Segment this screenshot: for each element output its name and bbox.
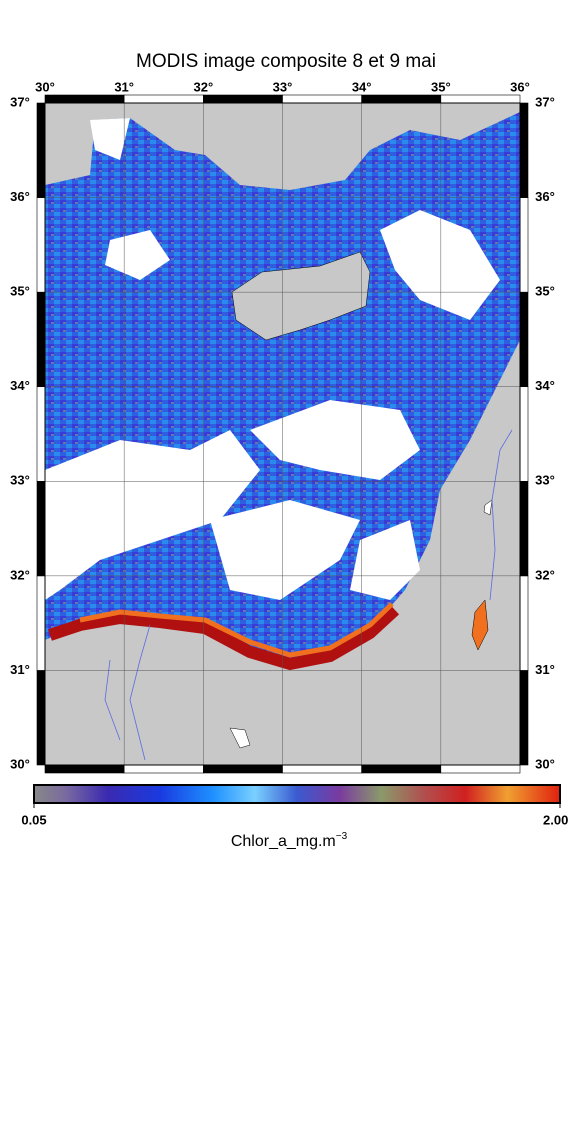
frame-segment <box>282 94 362 104</box>
lake <box>471 599 489 651</box>
lat-tick-label: 33° <box>10 473 30 488</box>
colorbar-label-superscript: −3 <box>336 831 348 842</box>
lat-tick-label: 33° <box>535 473 555 488</box>
lat-tick-label: 35° <box>535 284 555 299</box>
frame-segment <box>519 575 529 671</box>
frame-segment <box>36 102 46 198</box>
frame-segment <box>282 764 362 774</box>
frame-segment <box>519 102 529 198</box>
lat-tick-label: 31° <box>535 662 555 677</box>
lon-tick-label: 36° <box>510 79 530 94</box>
frame-segment <box>361 764 442 774</box>
colorbar-tick-label: 0.05 <box>21 812 46 827</box>
frame-segment <box>440 764 521 774</box>
frame-segment <box>44 94 125 104</box>
lon-tick-label: 31° <box>114 79 134 94</box>
cyprus <box>231 251 371 341</box>
colorbar-tick-label: 2.00 <box>543 812 568 827</box>
frame-segment <box>519 197 529 293</box>
coastal-bloom <box>48 605 400 671</box>
frame-segment <box>36 386 46 482</box>
lat-tick-label: 37° <box>535 94 555 109</box>
frame-segment <box>203 764 283 774</box>
lake <box>229 727 251 749</box>
frame-segment <box>519 291 529 388</box>
colorbar <box>33 784 561 804</box>
lon-tick-label: 33° <box>273 79 293 94</box>
frame-segment <box>123 94 204 104</box>
frame-segment <box>36 197 46 293</box>
frame-segment <box>36 291 46 388</box>
jordan-river <box>489 429 513 601</box>
colorbar-label: Chlor_a_mg.m−3 <box>231 831 348 851</box>
frame-segment <box>440 94 521 104</box>
lat-tick-label: 30° <box>535 756 555 771</box>
clouds <box>45 118 500 600</box>
lat-tick-label: 31° <box>10 662 30 677</box>
colorbar-label-text: Chlor_a_mg.m <box>231 833 336 850</box>
frame-segment <box>44 764 125 774</box>
lon-tick-label: 30° <box>35 79 55 94</box>
frame-segment <box>519 386 529 482</box>
lon-tick-label: 35° <box>431 79 451 94</box>
lat-tick-label: 34° <box>535 378 555 393</box>
map-title: MODIS image composite 8 et 9 mai <box>136 51 436 72</box>
lat-tick-label: 36° <box>535 189 555 204</box>
map-border <box>44 102 521 766</box>
nile <box>104 624 151 761</box>
frame-segment <box>36 575 46 671</box>
lon-tick-label: 34° <box>352 79 372 94</box>
lake <box>483 499 493 516</box>
lat-tick-label: 36° <box>10 189 30 204</box>
lat-tick-label: 35° <box>10 284 30 299</box>
lat-tick-label: 30° <box>10 756 30 771</box>
frame-segment <box>36 670 46 766</box>
frame-segment <box>361 94 442 104</box>
frame-segment <box>203 94 283 104</box>
lat-tick-label: 32° <box>10 567 30 582</box>
lat-tick-label: 34° <box>10 378 30 393</box>
frame-segment <box>36 480 46 577</box>
coastal-bloom-edge <box>79 602 394 658</box>
lat-tick-label: 32° <box>535 567 555 582</box>
frame <box>36 94 529 774</box>
frame-segment <box>519 480 529 577</box>
frame-segment <box>519 670 529 766</box>
frame-segment <box>123 764 204 774</box>
lon-tick-label: 32° <box>193 79 213 94</box>
lat-tick-label: 37° <box>10 94 30 109</box>
